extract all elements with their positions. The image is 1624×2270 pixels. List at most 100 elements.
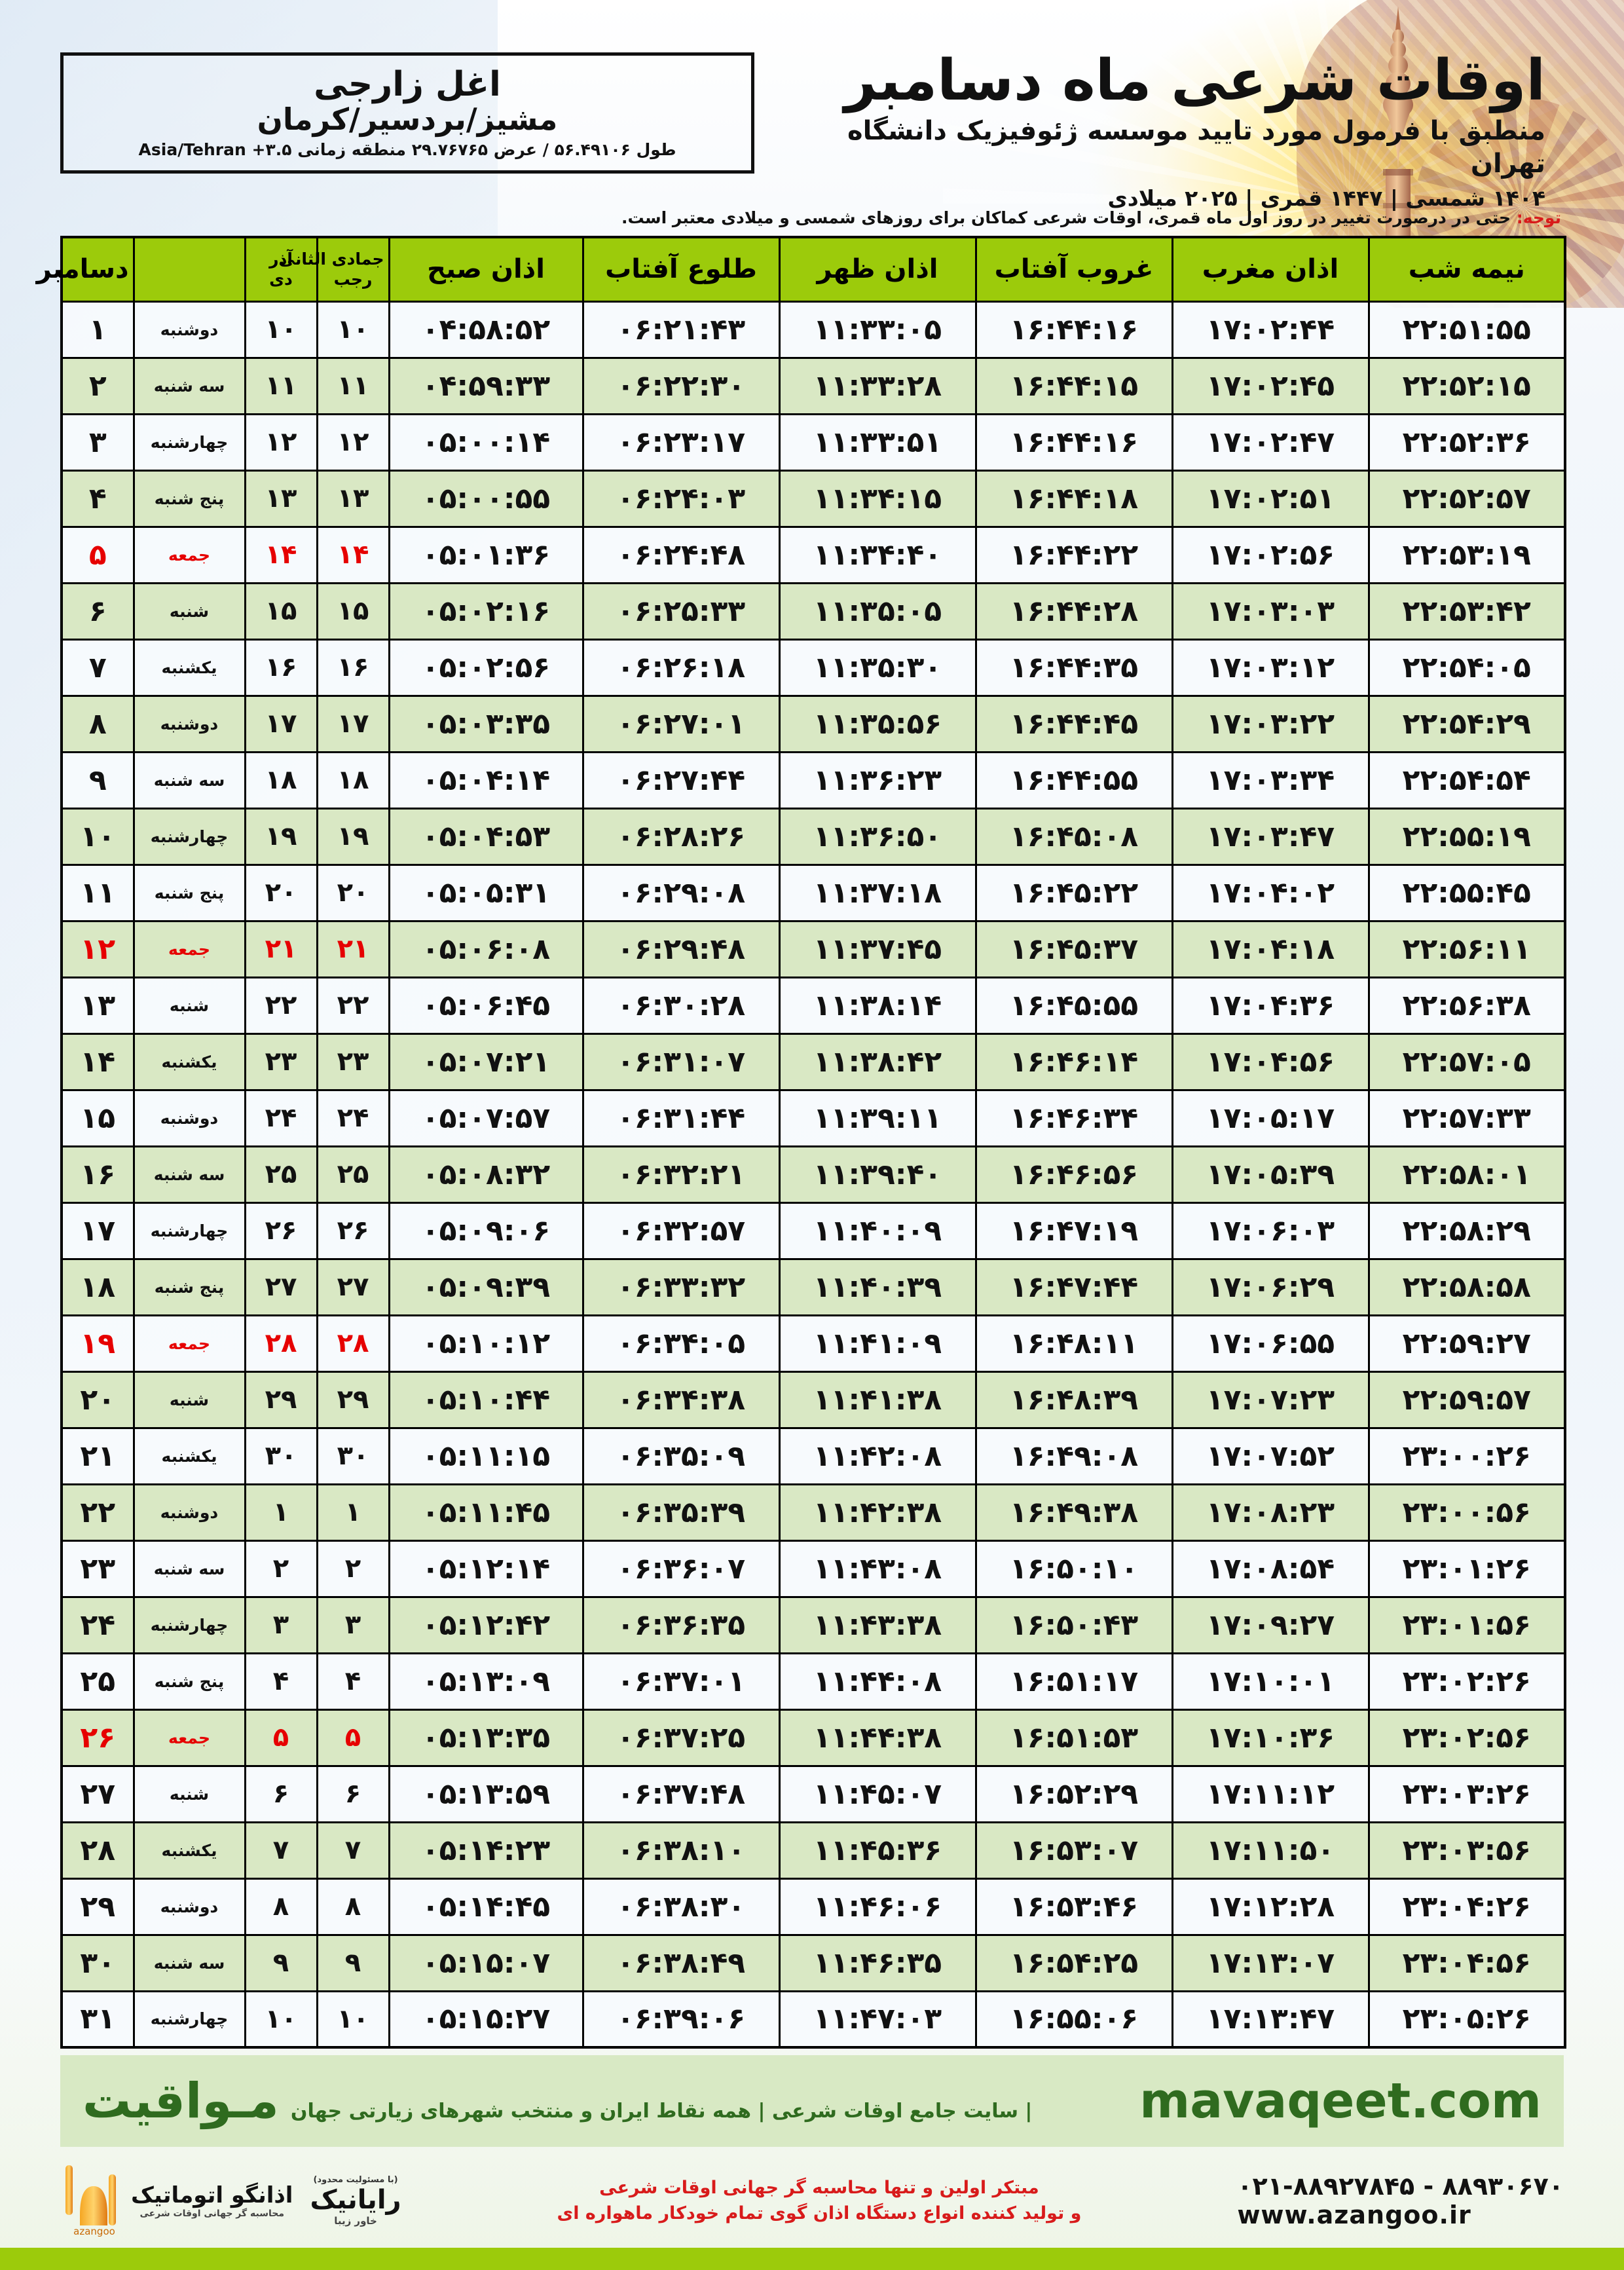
cell-hijri-day: ۱۵ — [316, 582, 390, 641]
cell-sunrise: ۰۶:۲۱:۴۳ — [581, 300, 781, 359]
table-row: ۲۳:۰۵:۲۶ ۱۷:۱۳:۴۷ ۱۶:۵۵:۰۶ ۱۱:۴۷:۰۳ ۰۶:۳۹:۰۶… — [60, 1990, 1566, 2049]
cell-jalali-day: ۳۰ — [244, 1426, 318, 1485]
cell-sunrise: ۰۶:۳۳:۳۲ — [581, 1257, 781, 1316]
cell-midnight: ۲۲:۵۹:۲۷ — [1367, 1314, 1566, 1373]
cell-sunset: ۱۶:۴۶:۱۴ — [974, 1032, 1173, 1091]
cell-hijri-day: ۷ — [316, 1821, 390, 1880]
cell-weekday: دوشنبه — [132, 1877, 246, 1936]
prayer-times-table: نیمه شب اذان مغرب غروب آفتاب اذان ظهر طل… — [37, 236, 1566, 2049]
cell-sunset: ۱۶:۴۴:۱۵ — [974, 356, 1173, 415]
cell-sunrise: ۰۶:۲۷:۰۱ — [581, 694, 781, 753]
cell-dhuhr: ۱۱:۳۸:۴۲ — [778, 1032, 977, 1091]
cell-fajr: ۰۵:۱۱:۴۵ — [388, 1483, 584, 1542]
cell-sunset: ۱۶:۴۴:۴۵ — [974, 694, 1173, 753]
cell-maghrib: ۱۷:۱۰:۰۱ — [1171, 1652, 1370, 1711]
cell-fajr: ۰۵:۱۲:۴۲ — [388, 1595, 584, 1654]
cell-hijri-day: ۲۴ — [316, 1088, 390, 1147]
col-header-fajr: اذان صبح — [388, 236, 584, 303]
cell-sunrise: ۰۶:۳۸:۱۰ — [581, 1821, 781, 1880]
cell-midnight: ۲۳:۰۳:۵۶ — [1367, 1821, 1566, 1880]
cell-fajr: ۰۴:۵۹:۳۳ — [388, 356, 584, 415]
cell-maghrib: ۱۷:۰۵:۳۹ — [1171, 1145, 1370, 1204]
cell-jalali-day: ۲۴ — [244, 1088, 318, 1147]
cell-jalali-day: ۶ — [244, 1764, 318, 1823]
table-row: ۲۲:۵۸:۵۸ ۱۷:۰۶:۲۹ ۱۶:۴۷:۴۴ ۱۱:۴۰:۳۹ ۰۶:۳۳:۳۲… — [60, 1257, 1566, 1316]
cell-sunrise: ۰۶:۲۵:۳۳ — [581, 582, 781, 641]
cell-maghrib: ۱۷:۰۳:۱۲ — [1171, 638, 1370, 697]
cell-midnight: ۲۳:۰۰:۵۶ — [1367, 1483, 1566, 1542]
promo-website-url[interactable]: mavaqeet.com — [1139, 2073, 1541, 2129]
cell-december-day: ۱ — [60, 300, 135, 359]
cell-hijri-day: ۲۸ — [316, 1314, 390, 1373]
cell-midnight: ۲۳:۰۱:۲۶ — [1367, 1539, 1566, 1598]
cell-jalali-day: ۱۳ — [244, 469, 318, 528]
cell-dhuhr: ۱۱:۴۳:۳۸ — [778, 1595, 977, 1654]
col-header-sunset: غروب آفتاب — [974, 236, 1173, 303]
footer-slogan-line1: مبتکر اولین و تنها محاسبه گر جهانی اوقات… — [599, 2177, 1039, 2198]
cell-december-day: ۴ — [60, 469, 135, 528]
cell-dhuhr: ۱۱:۳۹:۴۰ — [778, 1145, 977, 1204]
cell-sunset: ۱۶:۴۴:۵۵ — [974, 751, 1173, 809]
promo-brand-block: | سایت جامع اوقات شرعی | همه نقاط ایران … — [83, 2073, 1032, 2129]
cell-sunset: ۱۶:۴۴:۱۶ — [974, 300, 1173, 359]
cell-maghrib: ۱۷:۰۲:۵۶ — [1171, 525, 1370, 584]
cell-fajr: ۰۵:۰۶:۴۵ — [388, 976, 584, 1035]
cell-sunrise: ۰۶:۳۷:۰۱ — [581, 1652, 781, 1711]
col-header-dhuhr: اذان ظهر — [778, 236, 977, 303]
cell-jalali-day: ۲۷ — [244, 1257, 318, 1316]
table-row: ۲۲:۵۲:۳۶ ۱۷:۰۲:۴۷ ۱۶:۴۴:۱۶ ۱۱:۳۳:۵۱ ۰۶:۲۳:۱۷… — [60, 413, 1566, 472]
cell-maghrib: ۱۷:۰۳:۲۲ — [1171, 694, 1370, 753]
cell-sunrise: ۰۶:۳۷:۲۵ — [581, 1708, 781, 1767]
footer-website[interactable]: www.azangoo.ir — [1237, 2201, 1471, 2229]
cell-jalali-day: ۴ — [244, 1652, 318, 1711]
cell-sunrise: ۰۶:۳۲:۵۷ — [581, 1201, 781, 1260]
cell-dhuhr: ۱۱:۳۸:۱۴ — [778, 976, 977, 1035]
cell-midnight: ۲۳:۰۰:۲۶ — [1367, 1426, 1566, 1485]
cell-maghrib: ۱۷:۰۹:۲۷ — [1171, 1595, 1370, 1654]
cell-sunset: ۱۶:۴۴:۳۵ — [974, 638, 1173, 697]
cell-sunrise: ۰۶:۲۳:۱۷ — [581, 413, 781, 472]
cell-midnight: ۲۳:۰۴:۵۶ — [1367, 1933, 1566, 1992]
cell-hijri-day: ۳ — [316, 1595, 390, 1654]
cell-sunrise: ۰۶:۳۸:۴۹ — [581, 1933, 781, 1992]
cell-december-day: ۱۷ — [60, 1201, 135, 1260]
cell-december-day: ۲۱ — [60, 1426, 135, 1485]
cell-dhuhr: ۱۱:۴۱:۳۸ — [778, 1370, 977, 1429]
cell-fajr: ۰۵:۰۱:۳۶ — [388, 525, 584, 584]
cell-weekday: دوشنبه — [132, 694, 246, 753]
cell-weekday: شنبه — [132, 582, 246, 641]
hijri-month-top: جمادی الثانی — [278, 250, 384, 269]
cell-maghrib: ۱۷:۰۲:۴۴ — [1171, 300, 1370, 359]
promo-strip: mavaqeet.com | سایت جامع اوقات شرعی | هم… — [60, 2055, 1564, 2147]
cell-fajr: ۰۵:۰۲:۵۶ — [388, 638, 584, 697]
cell-jalali-day: ۱۵ — [244, 582, 318, 641]
cell-midnight: ۲۲:۵۲:۱۵ — [1367, 356, 1566, 415]
cell-fajr: ۰۵:۰۷:۲۱ — [388, 1032, 584, 1091]
cell-weekday: سه شنبه — [132, 356, 246, 415]
cell-maghrib: ۱۷:۰۶:۵۵ — [1171, 1314, 1370, 1373]
cell-maghrib: ۱۷:۰۸:۲۳ — [1171, 1483, 1370, 1542]
page-subtitle: منطبق با فرمول مورد تایید موسسه ژئوفیزیک… — [847, 116, 1545, 179]
cell-dhuhr: ۱۱:۴۲:۳۸ — [778, 1483, 977, 1542]
cell-sunset: ۱۶:۴۵:۲۲ — [974, 863, 1173, 922]
cell-weekday: یکشنبه — [132, 1426, 246, 1485]
cell-maghrib: ۱۷:۰۲:۵۱ — [1171, 469, 1370, 528]
cell-weekday: یکشنبه — [132, 1032, 246, 1091]
cell-dhuhr: ۱۱:۴۲:۰۸ — [778, 1426, 977, 1485]
cell-jalali-day: ۱۰ — [244, 1990, 318, 2049]
cell-sunrise: ۰۶:۲۸:۲۶ — [581, 807, 781, 866]
location-box: اغل زارجی مشیز/بردسیر/کرمان طول ۵۶.۴۹۱۰۶… — [60, 52, 754, 174]
cell-fajr: ۰۵:۰۹:۳۹ — [388, 1257, 584, 1316]
footer-green-rule — [0, 2248, 1624, 2270]
cell-jalali-day: ۲۹ — [244, 1370, 318, 1429]
cell-midnight: ۲۲:۵۴:۰۵ — [1367, 638, 1566, 697]
promo-brand-name: مـواقیت — [83, 2073, 279, 2129]
table-row: ۲۲:۵۵:۱۹ ۱۷:۰۳:۴۷ ۱۶:۴۵:۰۸ ۱۱:۳۶:۵۰ ۰۶:۲۸:۲۶… — [60, 807, 1566, 866]
cell-dhuhr: ۱۱:۳۳:۰۵ — [778, 300, 977, 359]
cell-weekday: چهارشنبه — [132, 413, 246, 472]
cell-midnight: ۲۲:۵۴:۲۹ — [1367, 694, 1566, 753]
cell-weekday: پنج شنبه — [132, 469, 246, 528]
cell-jalali-day: ۲۵ — [244, 1145, 318, 1204]
cell-sunset: ۱۶:۴۸:۱۱ — [974, 1314, 1173, 1373]
location-coordinates: طول ۵۶.۴۹۱۰۶ / عرض ۲۹.۷۶۷۶۵ منطقه زمانی … — [138, 140, 676, 160]
